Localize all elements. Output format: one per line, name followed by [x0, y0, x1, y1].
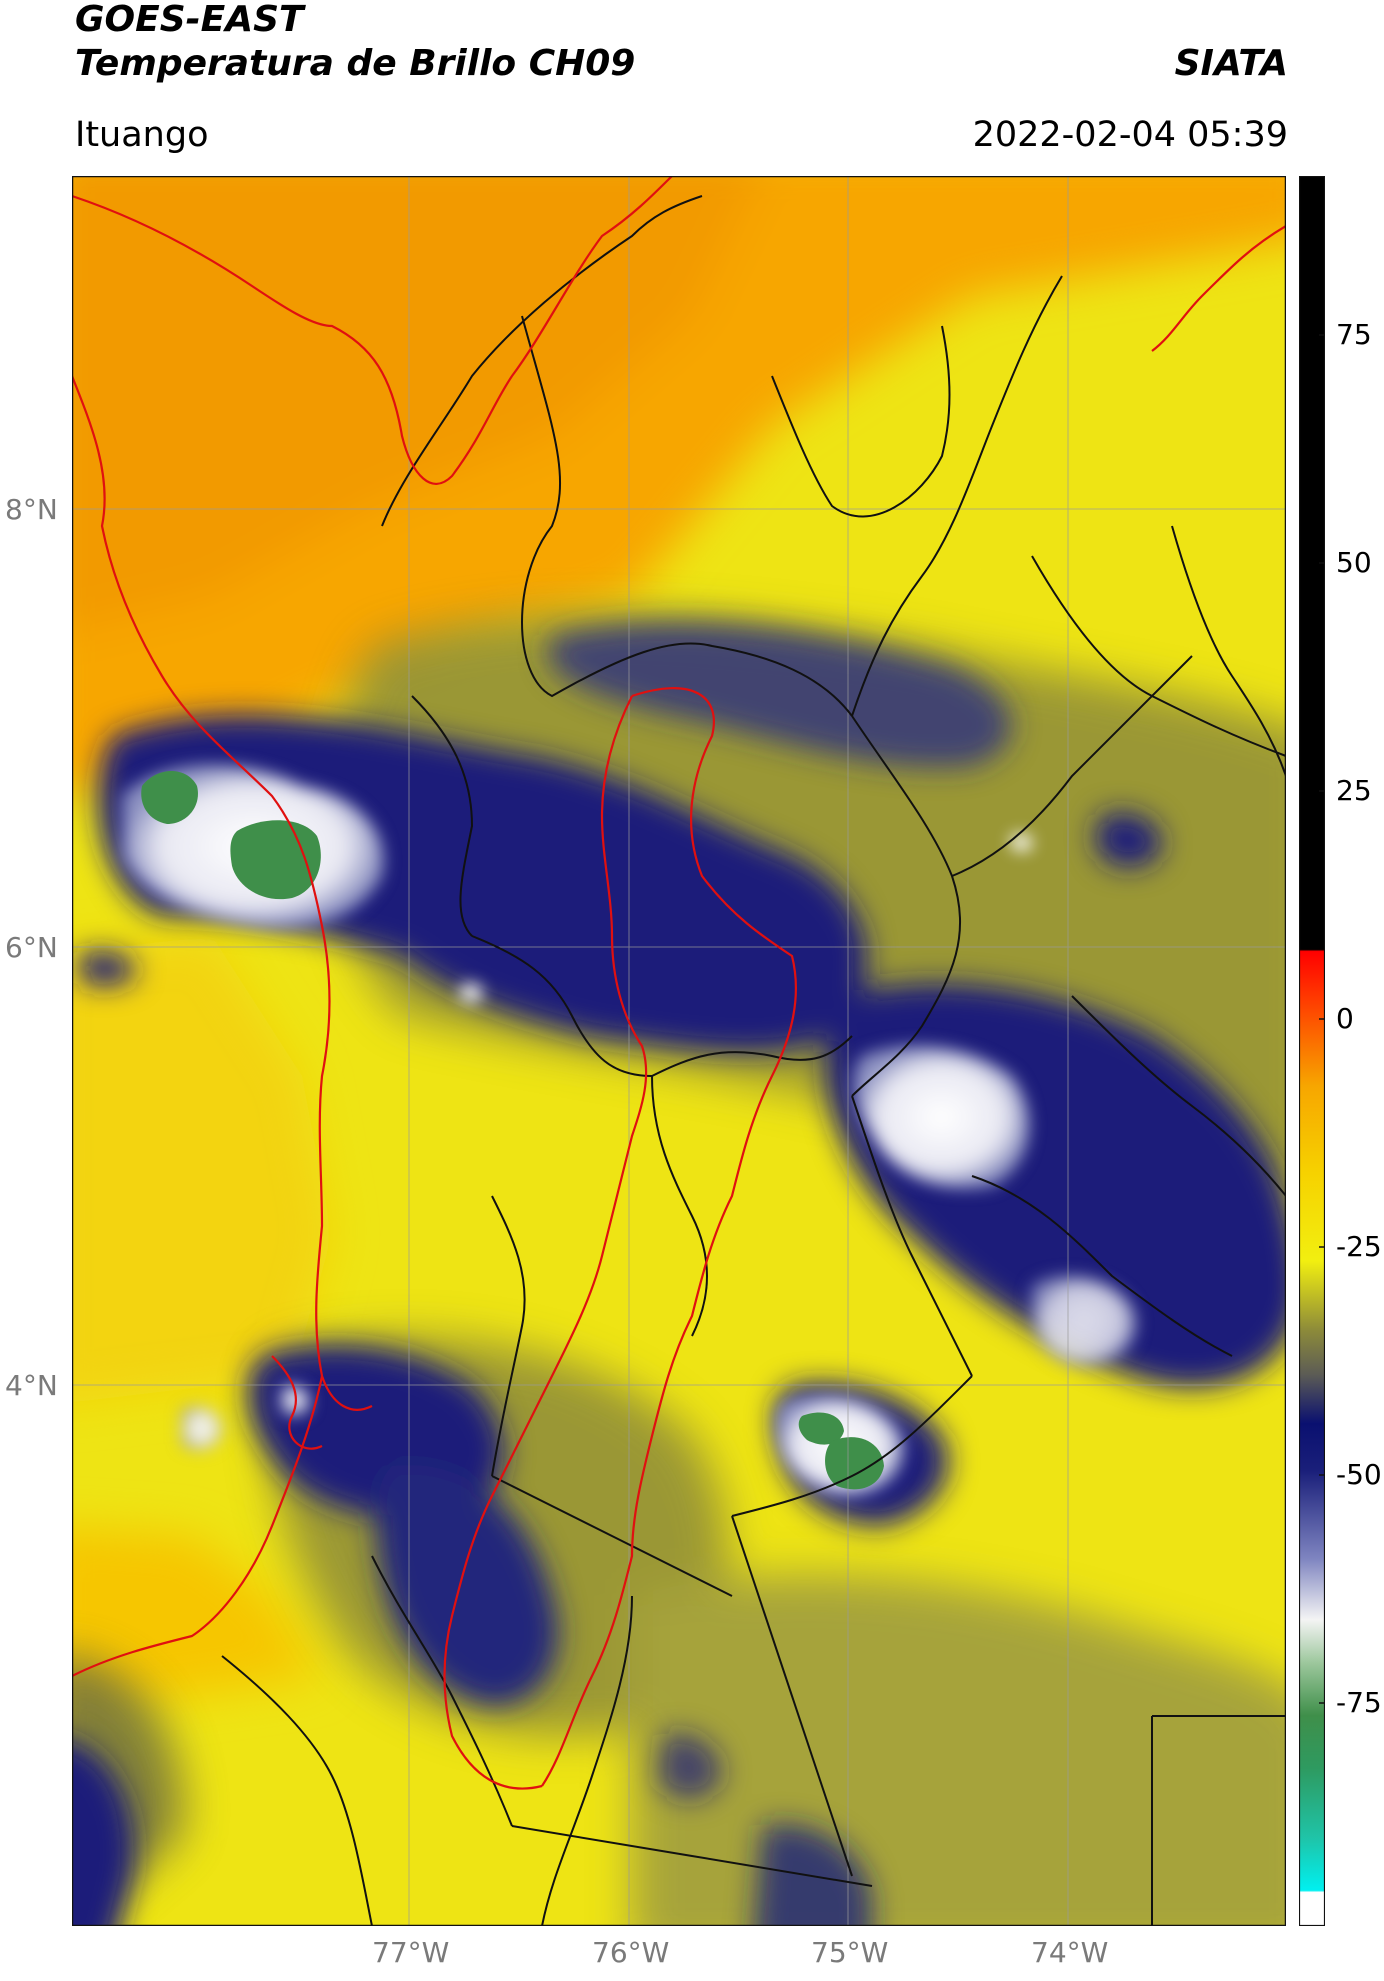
lon-label-74w: 74°W	[1031, 1936, 1109, 1969]
department-borders	[221, 195, 1286, 1926]
colorbar-tick-75: 75	[1336, 318, 1372, 351]
datetime-label: 2022-02-04 05:39	[972, 115, 1288, 155]
lat-label-4n: 4°N	[5, 1369, 58, 1402]
colorbar-tick-0: 0	[1336, 1002, 1354, 1035]
colorbar-tick-minus75: -75	[1336, 1686, 1382, 1719]
lon-label-75w: 75°W	[811, 1936, 889, 1969]
colorbar	[1299, 176, 1325, 1926]
lat-label-6n: 6°N	[5, 931, 58, 964]
country-borders	[72, 176, 1286, 1790]
colorbar-tick-25: 25	[1336, 774, 1372, 807]
title-line-1: GOES-EAST	[75, 0, 304, 40]
title-line-2: Temperatura de Brillo CH09	[75, 43, 636, 84]
lon-label-76w: 76°W	[592, 1936, 670, 1969]
colorbar-tick-minus25: -25	[1336, 1230, 1382, 1263]
org-label: SIATA	[1174, 43, 1288, 84]
colorbar-tick-50: 50	[1336, 546, 1372, 579]
colorbar-tick-minus50: -50	[1336, 1458, 1382, 1491]
region-label: Ituango	[75, 115, 209, 155]
lon-label-77w: 77°W	[372, 1936, 450, 1969]
map-frame	[72, 176, 1286, 1926]
warm-area-north	[72, 176, 1286, 1712]
satellite-map[interactable]	[72, 176, 1286, 1926]
lat-label-8n: 8°N	[5, 493, 58, 526]
